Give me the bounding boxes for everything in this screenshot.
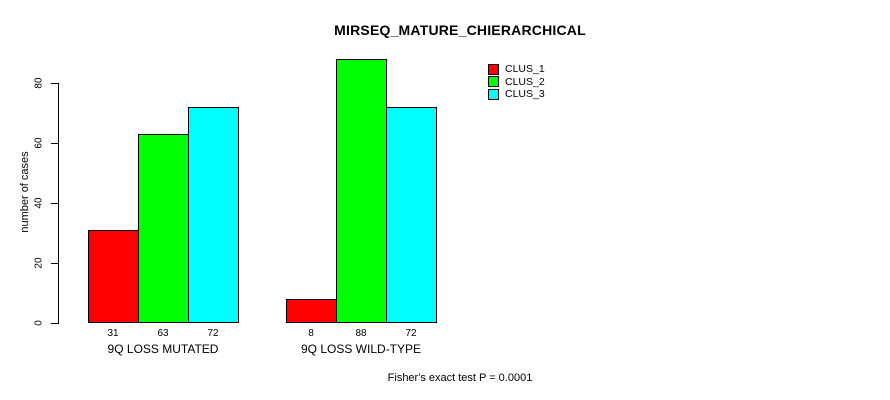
legend-label: CLUS_3 xyxy=(505,88,545,101)
y-tick-mark xyxy=(51,323,58,324)
annotation-text: Fisher's exact test P = 0.0001 xyxy=(387,372,533,384)
bar-value-label: 63 xyxy=(157,328,169,339)
y-tick-label: 0 xyxy=(33,320,45,326)
x-category-label: 9Q LOSS WILD-TYPE xyxy=(300,342,422,356)
bar-clus_3-group1 xyxy=(188,107,239,323)
y-axis-title: number of cases xyxy=(19,151,31,233)
y-tick-label: 60 xyxy=(33,137,45,149)
x-category-label: 9Q LOSS MUTATED xyxy=(107,342,219,356)
y-tick-mark xyxy=(51,83,58,84)
y-tick-mark xyxy=(51,263,58,264)
bar-clus_2-group1 xyxy=(138,134,189,323)
y-tick-label: 20 xyxy=(33,257,45,269)
legend-item-clus_2: CLUS_2 xyxy=(488,76,545,89)
legend-label: CLUS_1 xyxy=(505,63,545,76)
y-tick-label: 40 xyxy=(33,197,45,209)
bar-value-label: 8 xyxy=(308,328,314,339)
bar-value-label: 31 xyxy=(107,328,119,339)
bar-value-label: 72 xyxy=(207,328,219,339)
legend-label: CLUS_2 xyxy=(505,75,545,88)
legend-swatch-clus_1 xyxy=(488,63,499,75)
bar-value-label: 88 xyxy=(355,328,367,339)
chart-title: MIRSEQ_MATURE_CHIERARCHICAL xyxy=(334,22,586,38)
bar-clus_3-group2 xyxy=(386,107,437,323)
y-tick-label: 80 xyxy=(33,77,45,89)
bar-clus_1-group1 xyxy=(88,230,139,323)
y-tick-mark xyxy=(51,203,58,204)
bar-clus_1-group2 xyxy=(286,299,337,323)
legend-swatch-clus_2 xyxy=(488,76,499,88)
legend-item-clus_3: CLUS_3 xyxy=(488,88,545,101)
bar-clus_2-group2 xyxy=(336,59,387,323)
legend: CLUS_1 CLUS_2 CLUS_3 xyxy=(488,63,545,101)
legend-item-clus_1: CLUS_1 xyxy=(488,63,545,76)
y-tick-mark xyxy=(51,143,58,144)
bar-value-label: 72 xyxy=(405,328,417,339)
y-axis-line xyxy=(58,83,59,324)
legend-swatch-clus_3 xyxy=(488,88,499,100)
